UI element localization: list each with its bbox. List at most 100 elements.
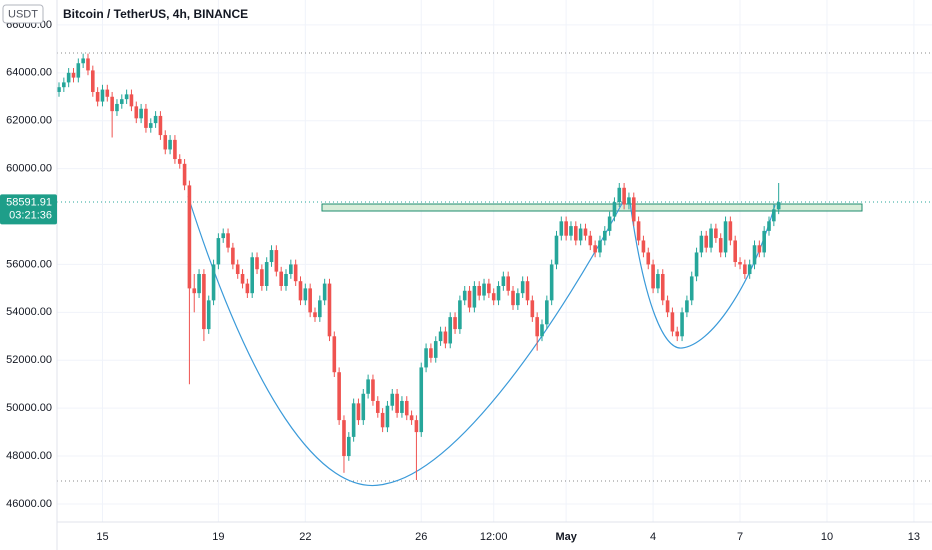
candle-body xyxy=(501,276,506,286)
candle-body xyxy=(356,403,361,421)
candle-body xyxy=(235,264,240,275)
candle-body xyxy=(298,281,303,301)
candle-body xyxy=(110,96,114,112)
candle-body xyxy=(738,262,742,265)
candle-body xyxy=(689,276,694,301)
candles-layer xyxy=(57,53,781,480)
candle-body xyxy=(202,274,206,330)
candle-body xyxy=(482,283,486,296)
x-tick-label: 15 xyxy=(96,531,108,543)
candle-body xyxy=(583,228,588,236)
candle-body xyxy=(496,285,501,301)
candle-body xyxy=(448,317,453,344)
candle-body xyxy=(699,235,704,253)
candle-body xyxy=(264,262,269,286)
candle-body xyxy=(743,264,747,275)
candle-body xyxy=(206,300,211,330)
candle-body xyxy=(424,348,428,368)
candle-body xyxy=(646,252,651,265)
candle-body xyxy=(462,290,467,301)
candle-body xyxy=(660,274,665,301)
axis-layer: 46000.00 48000.00 50000.00 52000.00 54000.00… xyxy=(6,19,920,543)
candle-body xyxy=(545,300,549,325)
candle-body xyxy=(516,293,520,306)
candle-body xyxy=(747,264,752,275)
candle-body xyxy=(119,99,124,104)
x-tick-label: 22 xyxy=(299,531,311,543)
candle-body xyxy=(612,202,617,217)
candle-body xyxy=(728,221,733,241)
candle-body xyxy=(762,230,766,253)
candle-body xyxy=(569,226,573,236)
candle-body xyxy=(477,285,482,296)
candle-body xyxy=(361,393,366,421)
candle-body xyxy=(260,269,264,286)
candle-body xyxy=(622,187,626,205)
candle-body xyxy=(458,300,462,330)
candle-body xyxy=(520,281,525,294)
candle-body xyxy=(607,216,612,231)
candle-body xyxy=(293,264,298,282)
candle-body xyxy=(221,233,226,239)
candle-body xyxy=(617,187,622,203)
candle-body xyxy=(327,283,332,337)
candle-body xyxy=(429,348,433,358)
candle-body xyxy=(670,312,675,332)
y-tick-label: 62000.00 xyxy=(6,115,52,127)
candle-body xyxy=(66,72,71,83)
candle-body xyxy=(124,94,129,100)
candle-body xyxy=(593,245,597,253)
candle-body xyxy=(733,240,737,263)
candle-body xyxy=(443,331,448,344)
candle-body xyxy=(284,274,288,286)
candle-body xyxy=(347,436,351,457)
candle-body xyxy=(134,106,139,119)
candle-body xyxy=(148,123,153,128)
candle-body xyxy=(81,58,85,64)
candle-body xyxy=(554,235,559,265)
candle-body xyxy=(71,72,76,78)
candle-body xyxy=(197,274,201,294)
candle-body xyxy=(105,89,110,97)
candle-body xyxy=(574,226,578,241)
candle-body xyxy=(173,139,177,160)
candle-body xyxy=(685,300,689,313)
candle-body xyxy=(91,70,95,92)
candle-body xyxy=(530,300,535,318)
candle-body xyxy=(400,400,404,413)
candle-body xyxy=(342,420,346,457)
resistance-zone xyxy=(321,203,863,212)
candle-body xyxy=(704,235,709,248)
candle-body xyxy=(404,400,409,416)
last-price-label: 58591.91 xyxy=(6,196,52,208)
candle-body xyxy=(752,245,757,265)
candle-body xyxy=(144,108,148,128)
candle-body xyxy=(129,94,134,107)
candle-body xyxy=(211,264,216,301)
candle-body xyxy=(366,379,370,394)
candle-body xyxy=(602,230,607,241)
candle-body xyxy=(564,221,568,236)
candle-body xyxy=(313,312,317,318)
chart-title: Bitcoin / TetherUS, 4h, BINANCE xyxy=(63,7,248,21)
candle-body xyxy=(723,221,728,253)
x-tick-label: 13 xyxy=(908,531,920,543)
y-tick-label: 54000.00 xyxy=(6,306,52,318)
candle-body xyxy=(322,283,327,301)
candle-body xyxy=(269,250,274,263)
candle-body xyxy=(332,336,337,373)
candle-body xyxy=(487,283,491,294)
candle-body xyxy=(177,159,182,164)
candle-body xyxy=(100,89,105,102)
candle-body xyxy=(62,82,66,88)
y-tick-label: 60000.00 xyxy=(6,163,52,175)
candle-body xyxy=(714,228,718,239)
candle-body xyxy=(95,91,100,102)
y-tick-label: 56000.00 xyxy=(6,258,52,270)
candle-body xyxy=(472,285,477,308)
candle-body xyxy=(453,317,457,330)
x-tick-label: 26 xyxy=(415,531,427,543)
y-tick-label: 52000.00 xyxy=(6,354,52,366)
